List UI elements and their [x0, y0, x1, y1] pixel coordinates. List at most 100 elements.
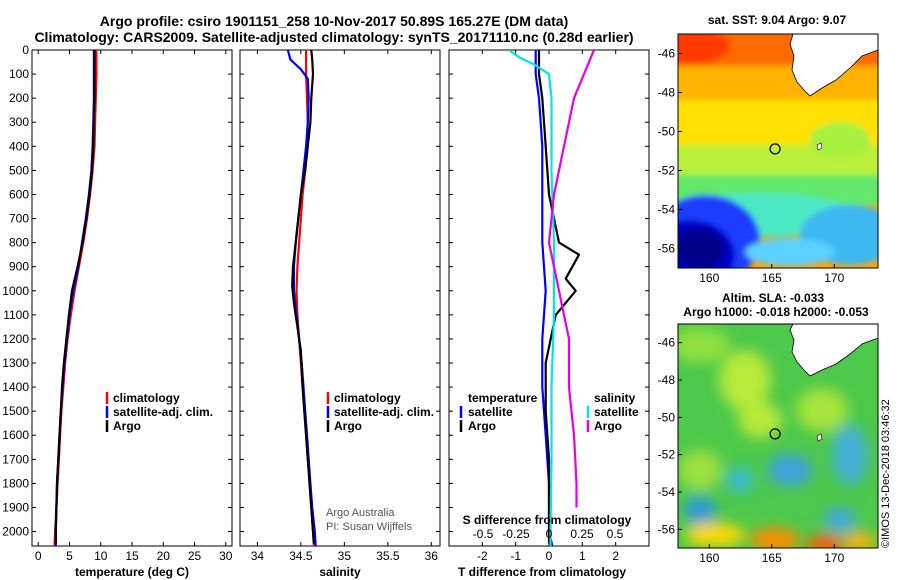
depth-tick-label: 1400: [2, 380, 29, 394]
x-tick-label: 15: [125, 549, 139, 563]
argo-location-marker: [769, 143, 781, 155]
lat-tick-label: -46: [658, 336, 676, 350]
depth-tick-label: 600: [9, 187, 29, 201]
s-diff-tick-label: 0: [546, 527, 553, 541]
difference-depth-ticks: [449, 49, 649, 533]
sla-map-field: [678, 324, 878, 548]
lat-tick-label: -50: [658, 410, 676, 424]
depth-tick-label: 200: [9, 91, 29, 105]
argo-australia-credit: Argo Australia: [326, 507, 395, 519]
lon-tick-label: 170: [824, 271, 844, 285]
series-line-argo: [291, 50, 315, 544]
figure-title-line2: Climatology: CARS2009. Satellite-adjuste…: [34, 29, 633, 45]
temperature-panel: 0100200300400500600700800900100011001200…: [2, 43, 232, 579]
temperature-diff-legend: temperature satellite Argo: [459, 391, 538, 433]
s-diff-tick-label: 0.25: [570, 527, 594, 541]
depth-tick-label: 1600: [2, 428, 29, 442]
series-line-argo: [547, 50, 596, 508]
salinity-panel: 34 34.5 35 35.5 36 salinity climatology sate…: [239, 49, 441, 579]
salinity-axis-ticks: 34 34.5 35 35.5 36: [251, 50, 438, 563]
temperature-legend: climatology satellite-adj. clim. Argo: [105, 391, 213, 433]
depth-tick-label: 800: [9, 236, 29, 250]
sst-map-frame: [677, 33, 879, 269]
depth-tick-label: 1300: [2, 356, 29, 370]
x-tick-label: 0: [546, 549, 553, 563]
lon-tick-label: 165: [762, 551, 782, 565]
legend-satellite-label: satellite-adj. clim.: [113, 405, 213, 419]
sla-map-frame: [677, 323, 879, 549]
x-tick-label: 35.5: [376, 549, 400, 563]
sst-map-field: [678, 34, 878, 268]
salinity-series: [286, 50, 317, 546]
x-tick-label: -1: [510, 549, 521, 563]
x-tick-label: -2: [477, 549, 488, 563]
new-zealand-landmass: [789, 34, 878, 97]
x-tick-label: 25: [188, 549, 202, 563]
lat-tick-label: -54: [658, 203, 676, 217]
pi-credit: PI: Susan Wijffels: [326, 521, 412, 533]
lat-tick-label: -54: [658, 485, 676, 499]
temperature-axis-ticks: 0 5 10 15 20 25 30: [35, 50, 233, 563]
s-diff-tick-label: -0.25: [502, 527, 530, 541]
lat-tick-label: -56: [658, 242, 676, 256]
difference-series: [508, 50, 596, 546]
lat-tick-label: -52: [658, 164, 676, 178]
salinity-axis-label: salinity: [319, 565, 361, 579]
salinity-axes-frame: [239, 49, 441, 547]
auckland-islands: [816, 142, 823, 151]
legend-climatology-label: climatology: [334, 391, 401, 405]
depth-tick-label: 2000: [2, 525, 29, 539]
x-tick-label: 5: [66, 549, 73, 563]
depth-tick-label: 1900: [2, 500, 29, 514]
x-tick-label: 34.5: [289, 549, 313, 563]
x-tick-label: 2: [612, 549, 619, 563]
legend-s-argo-label: Argo: [594, 419, 622, 433]
depth-tick-label: 300: [9, 115, 29, 129]
new-zealand-landmass: [789, 324, 878, 377]
legend-temperature-heading: temperature: [468, 391, 538, 405]
legend-argo-label: Argo: [113, 419, 141, 433]
depth-tick-label: 500: [9, 163, 29, 177]
x-tick-label: 0: [35, 549, 42, 563]
temperature-axis-label: temperature (deg C): [75, 565, 189, 579]
difference-panel: -2 -1 0 1 2 temperature satellite Argo salin…: [448, 49, 650, 579]
s-difference-ticks: -0.5 -0.25 0 0.25 0.5: [473, 527, 624, 541]
legend-s-satellite-label: satellite: [594, 405, 639, 419]
sst-map-ticks: 160 165 170 -46 -48 -50 -52 -54 -56: [658, 47, 845, 286]
x-tick-label: 10: [94, 549, 108, 563]
lat-tick-label: -56: [658, 522, 676, 536]
sst-map-panel: sat. SST: 9.04 Argo: 9.07 160: [658, 13, 879, 286]
lat-tick-label: -46: [658, 47, 676, 61]
argo-location-marker: [769, 428, 781, 440]
x-tick-label: 35: [338, 549, 352, 563]
depth-tick-label: 1800: [2, 476, 29, 490]
sla-map-subtitle: Argo h1000: -0.018 h2000: -0.053: [683, 305, 869, 319]
legend-t-argo-label: Argo: [468, 419, 496, 433]
lon-tick-label: 165: [762, 271, 782, 285]
legend-argo-label: Argo: [334, 419, 362, 433]
x-tick-label: 30: [219, 549, 233, 563]
x-tick-label: 34: [251, 549, 265, 563]
depth-tick-label: 900: [9, 260, 29, 274]
series-line-argo: [54, 50, 96, 544]
figure-title-line1: Argo profile: csiro 1901151_258 10-Nov-2…: [100, 13, 568, 29]
temperature-axes-frame: [31, 49, 233, 547]
lat-tick-label: -48: [658, 86, 676, 100]
s-diff-tick-label: 0.5: [607, 527, 624, 541]
sla-map-panel: Altim. SLA: -0.033 Argo h1000: -0.018 h2…: [658, 291, 879, 565]
sla-map-title: Altim. SLA: -0.033: [722, 291, 824, 305]
legend-salinity-heading: salinity: [594, 391, 636, 405]
lon-tick-label: 160: [699, 551, 719, 565]
depth-tick-label: 100: [9, 67, 29, 81]
x-tick-label: 1: [579, 549, 586, 563]
depth-tick-label: 1200: [2, 332, 29, 346]
temperature-series: [53, 50, 98, 546]
legend-t-satellite-label: satellite: [468, 405, 513, 419]
lat-tick-label: -48: [658, 373, 676, 387]
x-tick-label: 20: [157, 549, 171, 563]
lon-tick-label: 160: [699, 271, 719, 285]
lat-tick-label: -50: [658, 125, 676, 139]
t-difference-axis-ticks: -2 -1 0 1 2: [477, 50, 619, 563]
sst-map-title: sat. SST: 9.04 Argo: 9.07: [708, 13, 847, 27]
